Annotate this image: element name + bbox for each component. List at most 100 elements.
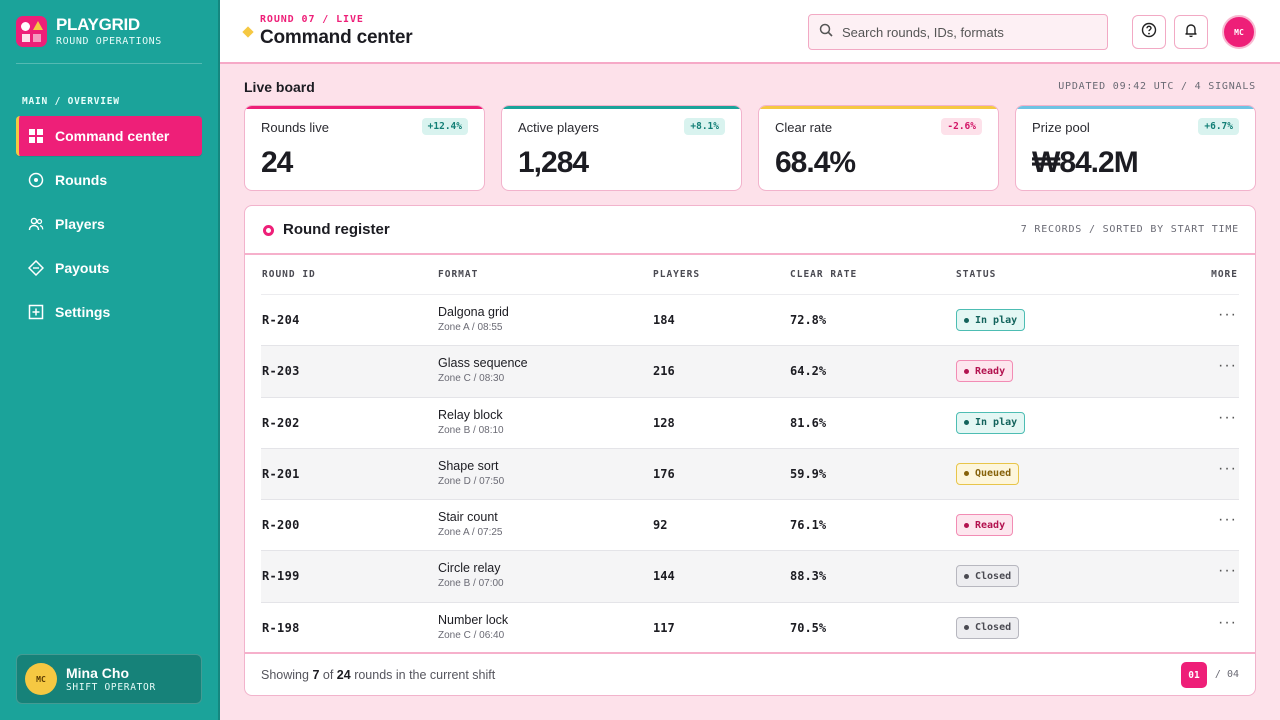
players-count: 144 — [653, 569, 675, 584]
status-badge: In play — [956, 411, 1026, 434]
status-cell: In play — [956, 309, 1026, 331]
status-dot-icon — [964, 471, 969, 477]
format-name: Relay block — [438, 407, 503, 422]
search-input[interactable] — [842, 24, 1092, 40]
status-badge: Closed — [956, 616, 1020, 639]
format-cell: Glass sequence Zone C / 08:30 — [438, 356, 528, 384]
board-meta: UPDATED 09:42 UTC / 4 SIGNALS — [1058, 81, 1256, 92]
sidebar-item-rounds[interactable]: Rounds — [16, 160, 202, 200]
clear-rate: 64.2% — [790, 364, 827, 379]
format-cell: Relay block Zone B / 08:10 — [438, 408, 504, 436]
sidebar-item-command-center[interactable]: Command center — [16, 116, 202, 156]
board-title: Live board — [244, 79, 315, 95]
kpi-card-rounds-live[interactable]: Rounds live +12.4% 24 — [244, 105, 485, 191]
pagination-total: / 04 — [1214, 669, 1239, 680]
status-badge: Ready — [956, 360, 1014, 383]
status-badge: Closed — [956, 565, 1020, 588]
sidebar-item-settings[interactable]: Settings — [16, 292, 202, 332]
format-zone-time: Zone C / 06:40 — [438, 629, 505, 641]
table-row[interactable]: R-200 Stair count Zone A / 07:25 92 76.1% Rea… — [261, 500, 1239, 552]
help-button[interactable] — [1132, 15, 1166, 49]
breadcrumb: ROUND 07 / LIVE — [260, 14, 364, 25]
column-header-clear-rate[interactable]: CLEAR RATE — [790, 269, 858, 280]
search-icon — [819, 23, 833, 42]
table-row[interactable]: R-199 Circle relay Zone B / 07:00 144 88.3% C… — [261, 551, 1239, 603]
column-header-players[interactable]: PLAYERS — [653, 269, 701, 280]
column-header-status[interactable]: STATUS — [956, 269, 997, 280]
table-row[interactable]: R-198 Number lock Zone C / 06:40 117 70.5% Cl… — [261, 603, 1239, 655]
notifications-button[interactable] — [1174, 15, 1208, 49]
players-count: 216 — [653, 364, 675, 379]
more-actions-button[interactable]: ··· — [1218, 511, 1237, 529]
brand[interactable]: PLAYGRID ROUND OPERATIONS — [16, 16, 162, 47]
sidebar-item-label: Payouts — [55, 260, 110, 276]
kpi-value: ₩84.2M — [1032, 146, 1139, 179]
profile-role: SHIFT OPERATOR — [66, 682, 156, 693]
kpi-card-prize-pool[interactable]: Prize pool +6.7% ₩84.2M — [1015, 105, 1256, 191]
kpi-label: Clear rate — [775, 120, 833, 135]
table-header: ROUND ID FORMAT PLAYERS CLEAR RATE STATU… — [261, 255, 1239, 295]
format-cell: Circle relay Zone B / 07:00 — [438, 561, 504, 589]
sidebar-item-players[interactable]: Players — [16, 204, 202, 244]
round-id: R-198 — [262, 620, 300, 635]
status-cell: Closed — [956, 565, 1020, 588]
players-count: 128 — [653, 415, 675, 430]
clear-rate: 88.3% — [790, 569, 827, 584]
register-footer: Showing 7 of 24 rounds in the current sh… — [245, 652, 1255, 695]
more-actions-button[interactable]: ··· — [1218, 614, 1237, 632]
register-header: Round register 7 RECORDS / SORTED BY STA… — [245, 206, 1255, 255]
clear-rate: 72.8% — [790, 313, 827, 327]
more-actions-button[interactable]: ··· — [1218, 562, 1237, 580]
status-dot-icon — [964, 420, 969, 426]
column-header-format[interactable]: FORMAT — [438, 269, 479, 280]
sidebar-item-label: Rounds — [55, 172, 108, 188]
more-actions-button[interactable]: ··· — [1218, 357, 1237, 375]
table-row[interactable]: R-201 Shape sort Zone D / 07:50 176 59.9% Que… — [261, 448, 1239, 501]
sidebar-item-label: Players — [55, 216, 105, 232]
table-row[interactable]: R-202 Relay block Zone B / 08:10 128 81.6% In… — [261, 398, 1239, 449]
kpi-delta-badge: +12.4% — [421, 118, 468, 135]
players-count: 184 — [653, 313, 675, 327]
kpi-accent-bar — [759, 106, 998, 109]
ellipsis-icon: ··· — [1218, 408, 1237, 426]
search-box[interactable] — [808, 14, 1108, 50]
sidebar-item-label: Command center — [55, 128, 170, 144]
status-cell: Ready — [956, 360, 1014, 383]
more-actions-button[interactable]: ··· — [1218, 409, 1237, 427]
ellipsis-icon: ··· — [1218, 613, 1237, 631]
more-actions-button[interactable]: ··· — [1218, 306, 1237, 324]
profile-name: Mina Cho — [66, 665, 129, 681]
profile-card[interactable]: MC Mina Cho SHIFT OPERATOR — [16, 654, 202, 704]
kpi-accent-bar — [1016, 106, 1255, 109]
round-id: R-199 — [262, 569, 300, 584]
divider — [16, 63, 202, 64]
sidebar-item-payouts[interactable]: Payouts — [16, 248, 202, 288]
status-cell: Ready — [956, 514, 1014, 537]
format-cell: Shape sort Zone D / 07:50 — [438, 459, 504, 487]
table-row[interactable]: R-204 Dalgona grid Zone A / 08:55 184 72.8% I… — [261, 295, 1239, 347]
clear-rate: 81.6% — [790, 415, 827, 430]
players-count: 117 — [653, 620, 675, 635]
diamond-bullet-icon — [242, 26, 254, 38]
users-icon — [28, 216, 44, 232]
kpi-value: 1,284 — [518, 146, 589, 179]
kpi-delta-badge: -2.6% — [941, 118, 982, 135]
kpi-value: 68.4% — [775, 146, 856, 179]
format-name: Number lock — [438, 612, 509, 627]
more-actions-button[interactable]: ··· — [1218, 460, 1237, 478]
format-name: Shape sort — [438, 458, 499, 473]
diamond-icon — [28, 260, 44, 276]
format-name: Glass sequence — [438, 356, 528, 371]
table-row[interactable]: R-203 Glass sequence Zone C / 08:30 216 64.2… — [261, 346, 1239, 398]
kpi-card-active-players[interactable]: Active players +8.1% 1,284 — [501, 105, 742, 191]
kpi-card-clear-rate[interactable]: Clear rate -2.6% 68.4% — [758, 105, 999, 191]
user-avatar-button[interactable]: MC — [1222, 15, 1256, 49]
column-header-round-id[interactable]: ROUND ID — [262, 269, 316, 280]
ellipsis-icon: ··· — [1218, 562, 1237, 580]
players-count: 92 — [653, 518, 668, 533]
help-icon — [1141, 22, 1157, 43]
round-register: Round register 7 RECORDS / SORTED BY STA… — [244, 205, 1256, 696]
kpi-label: Active players — [518, 120, 599, 135]
players-count: 176 — [653, 466, 675, 481]
pagination-current-page[interactable]: 01 — [1181, 662, 1207, 688]
